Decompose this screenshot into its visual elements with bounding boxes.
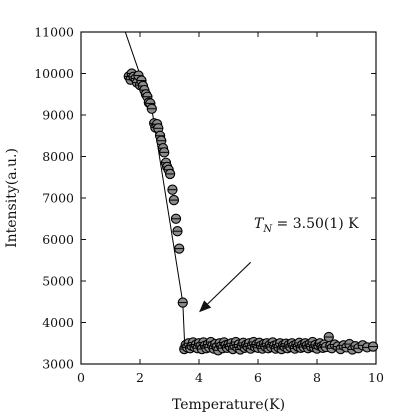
y-tick-label: 10000 <box>34 66 74 81</box>
plot-frame <box>80 31 377 365</box>
annotation-arrow <box>199 261 252 313</box>
fit-line-group <box>124 31 376 348</box>
y-tick-label: 8000 <box>42 149 74 164</box>
y-tick-label: 6000 <box>42 232 74 247</box>
x-tick-label: 10 <box>368 370 384 385</box>
x-tick-label: 4 <box>195 370 203 385</box>
x-tick-label: 0 <box>77 370 85 385</box>
y-tick-label: 3000 <box>42 357 74 372</box>
x-tick-label: 2 <box>136 370 144 385</box>
x-axis-label: Temperature(K) <box>172 397 285 413</box>
annotation-group: TN = 3.50(1) K <box>199 216 359 313</box>
y-tick-label: 4000 <box>42 315 74 330</box>
y-axis-label: Intensity(a.u.) <box>4 148 20 248</box>
y-tick-label: 11000 <box>34 25 74 40</box>
fit-line <box>124 31 376 348</box>
axis-ticks: 0 2 4 6 8 10 3000 4000 5000 6000 7000 8000 9000 10000… <box>34 25 384 386</box>
x-tick-label: 8 <box>313 370 321 385</box>
x-tick-label: 6 <box>254 370 262 385</box>
y-tick-label: 7000 <box>42 191 74 206</box>
y-tick-label: 9000 <box>42 108 74 123</box>
data-points <box>123 68 379 356</box>
y-tick-label: 5000 <box>42 274 74 289</box>
annotation-text: TN = 3.50(1) K <box>254 216 359 235</box>
